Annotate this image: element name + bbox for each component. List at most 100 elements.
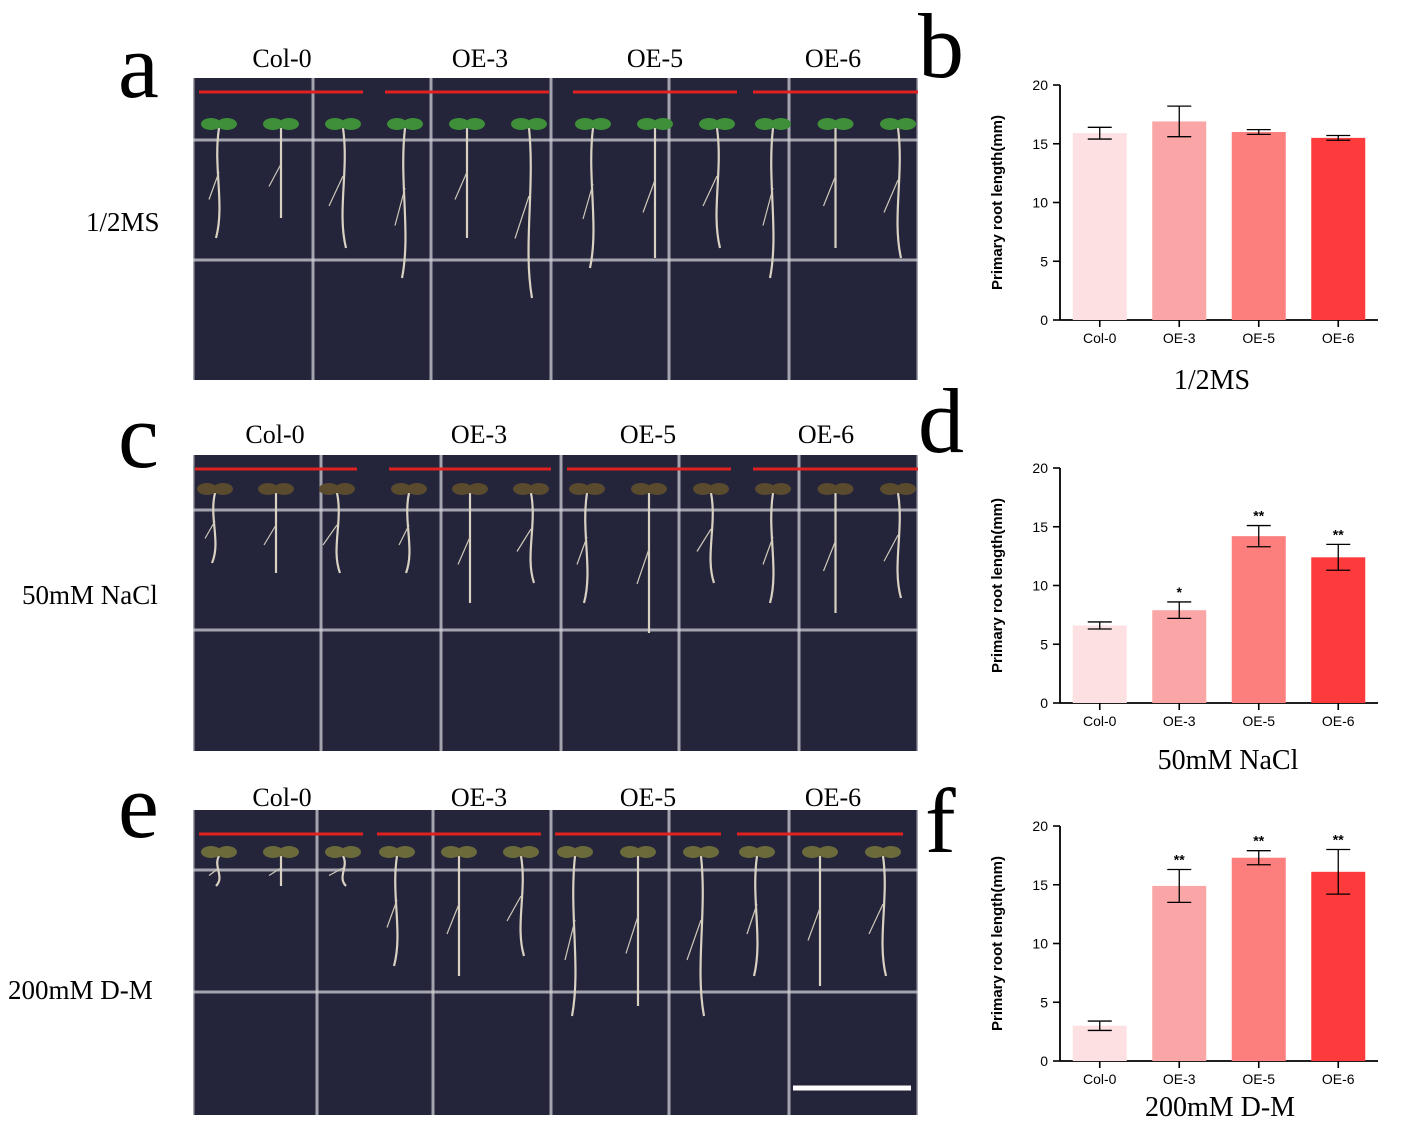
seedling-lateral-root <box>582 183 594 220</box>
significance-marker: ** <box>1174 851 1185 867</box>
seedling-leaf <box>755 118 775 130</box>
y-tick-label: 5 <box>1040 253 1048 269</box>
seedling-lateral-root <box>328 867 344 877</box>
seedling-lateral-root <box>204 520 216 539</box>
panel-letter-d: d <box>918 370 964 472</box>
seedling-lateral-root <box>446 903 460 935</box>
seedling-leaf <box>201 118 221 130</box>
seedling-leaf <box>217 846 237 858</box>
genotype-label-oe3: OE-3 <box>450 420 508 449</box>
panel-letter-c: c <box>118 385 159 487</box>
seedling-lateral-root <box>636 548 650 585</box>
genotype-label-oe3: OE-3 <box>450 783 508 812</box>
seedling-lateral-root <box>762 536 774 565</box>
bar-col-0 <box>1072 1025 1127 1061</box>
bar-oe-3 <box>1152 610 1207 703</box>
bar-oe-5 <box>1231 536 1286 703</box>
seedling-leaf <box>647 483 667 495</box>
y-tick-label: 15 <box>1032 519 1048 535</box>
x-tick-label: Col-0 <box>1083 1071 1117 1087</box>
seedling-leaf <box>341 118 361 130</box>
seedling-leaf <box>263 846 283 858</box>
seedling-leaf <box>403 118 423 130</box>
seedling-leaf <box>693 483 713 495</box>
seedling-leaf <box>468 483 488 495</box>
plate-photo-half-ms <box>193 78 918 380</box>
seedling-lateral-root <box>268 867 282 877</box>
seedling-leaf <box>341 846 361 858</box>
condition-label-half-ms: 1/2MS <box>86 207 160 237</box>
seedling-lateral-root <box>208 171 220 200</box>
seedling-root <box>881 855 888 977</box>
plate-background <box>193 455 918 751</box>
bar-col-0 <box>1072 133 1127 320</box>
x-tick-label: OE-3 <box>1163 330 1196 346</box>
seedling-leaf <box>683 846 703 858</box>
seedling-leaf <box>258 483 278 495</box>
seedling-lateral-root <box>822 175 837 207</box>
plate-background <box>193 810 918 1115</box>
seedling-leaf <box>881 846 901 858</box>
seedling-leaf <box>529 483 549 495</box>
seedling-leaf <box>755 846 775 858</box>
genotype-label-oe6: OE-6 <box>804 44 862 73</box>
seedling-root <box>215 855 221 887</box>
seedling-leaf <box>279 846 299 858</box>
genotype-label-oe5: OE-5 <box>626 44 684 73</box>
chart-xlabel-nacl: 50mM NaCl <box>1157 745 1299 776</box>
genotype-label-col0: Col-0 <box>245 420 305 449</box>
seedling-lateral-root <box>642 179 656 213</box>
significance-marker: ** <box>1333 526 1344 542</box>
y-tick-label: 15 <box>1032 136 1048 152</box>
y-tick-label: 5 <box>1040 994 1048 1010</box>
chart-xlabel-dm: 200mM D-M <box>1144 1092 1296 1123</box>
seedling-leaf <box>699 118 719 130</box>
seedling-leaf <box>699 846 719 858</box>
seedling-leaf <box>441 846 461 858</box>
seedling-root <box>210 492 217 564</box>
seedling-root <box>768 492 775 604</box>
plate-photo-dm <box>193 810 918 1115</box>
seedling-leaf <box>387 118 407 130</box>
seedling-leaf <box>391 483 411 495</box>
y-tick-label: 0 <box>1040 695 1048 711</box>
seedling-root <box>768 127 775 279</box>
significance-marker: ** <box>1333 832 1344 848</box>
bar-oe-3 <box>1152 885 1207 1061</box>
significance-marker: ** <box>1253 508 1264 524</box>
seedling-leaf <box>771 483 791 495</box>
seedling-leaf <box>817 118 838 130</box>
seedling-leaf <box>880 483 900 495</box>
y-tick-label: 5 <box>1040 636 1048 652</box>
y-axis-label: Primary root length(mm) <box>989 115 1006 290</box>
x-tick-label: OE-5 <box>1242 713 1275 729</box>
panel-letter-a: a <box>118 15 159 117</box>
seedling-leaf <box>709 483 729 495</box>
x-tick-label: Col-0 <box>1083 330 1117 346</box>
seedling-lateral-root <box>807 907 821 941</box>
condition-label-dm: 200mM D-M <box>8 975 153 1005</box>
significance-marker: * <box>1177 584 1183 600</box>
seedling-lateral-root <box>398 524 410 546</box>
seedling-leaf <box>739 846 759 858</box>
bar-oe-5 <box>1231 857 1286 1061</box>
seedling-root <box>519 855 526 957</box>
seedling-leaf <box>817 483 838 495</box>
seedling-leaf <box>379 846 399 858</box>
seedling-leaf <box>631 483 651 495</box>
seedling-root <box>709 492 716 584</box>
condition-label-nacl: 50mM NaCl <box>22 580 158 610</box>
panel-letter-f: f <box>925 770 956 872</box>
plate-photo-nacl <box>193 455 918 751</box>
seedling-leaf <box>279 118 299 130</box>
x-tick-label: OE-6 <box>1322 713 1355 729</box>
seedling-root <box>582 492 589 604</box>
significance-marker: ** <box>1253 833 1264 849</box>
seedling-leaf <box>325 846 345 858</box>
y-tick-label: 0 <box>1040 312 1048 328</box>
seedling-root <box>404 492 411 574</box>
seedling-leaf <box>449 118 469 130</box>
seedling-root <box>214 127 221 239</box>
seedling-leaf <box>325 118 345 130</box>
seedling-leaf <box>213 483 233 495</box>
